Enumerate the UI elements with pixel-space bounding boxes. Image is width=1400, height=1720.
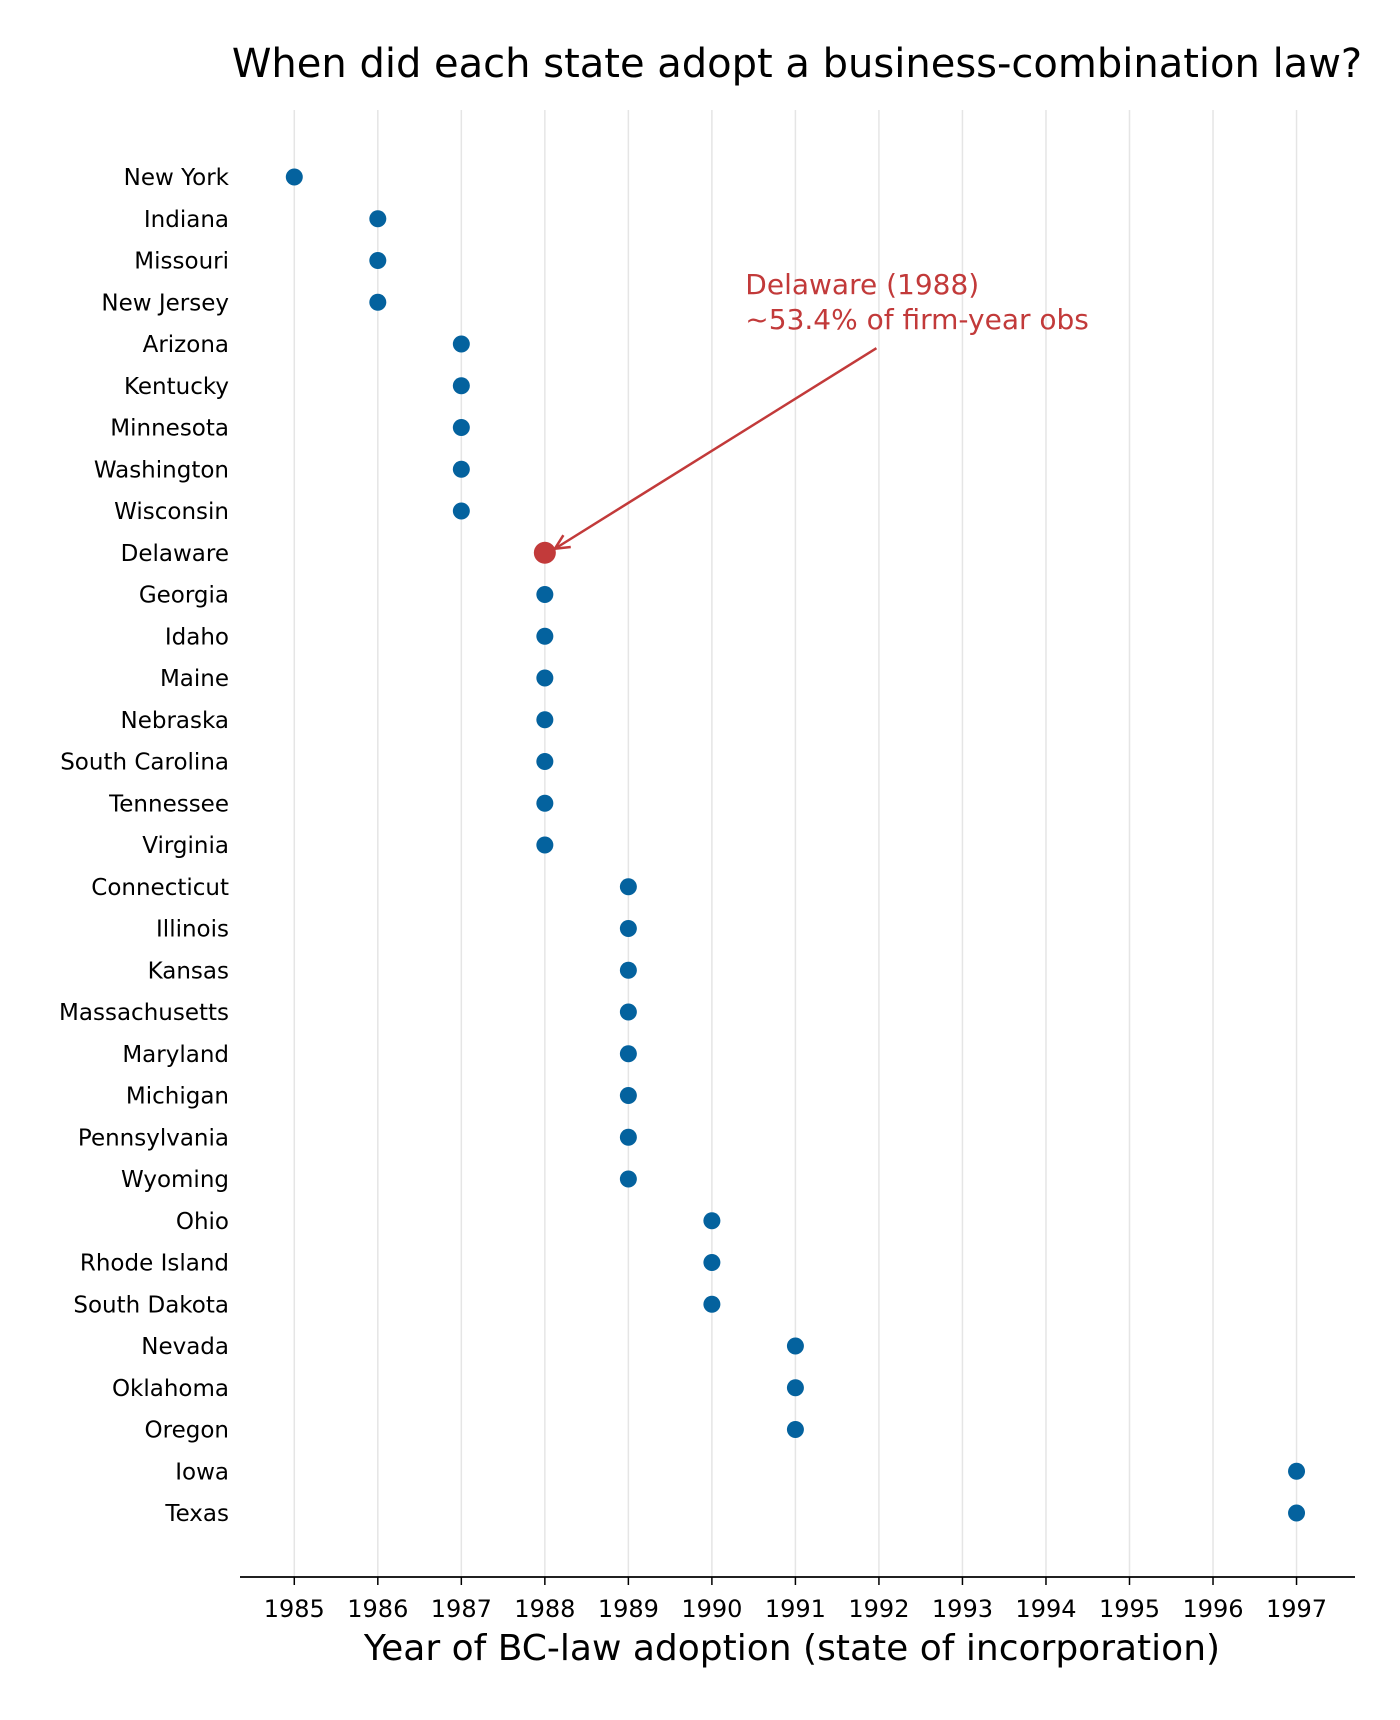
annotation-text: Delaware (1988) xyxy=(745,268,979,301)
gridlines xyxy=(293,110,1298,1577)
y-tick-label: Michigan xyxy=(126,1084,229,1110)
y-tick-label: South Dakota xyxy=(73,1292,229,1318)
y-tick-label: Missouri xyxy=(134,249,229,275)
y-tick-label: South Carolina xyxy=(60,750,229,776)
data-point xyxy=(786,1337,804,1355)
data-point xyxy=(1288,1504,1306,1522)
data-point xyxy=(536,586,554,603)
y-tick-label: Kentucky xyxy=(124,374,229,400)
data-point xyxy=(703,1295,721,1313)
y-tick-label: Wyoming xyxy=(121,1167,229,1193)
y-tick-label: Massachusetts xyxy=(59,1000,229,1026)
data-point xyxy=(452,377,470,395)
y-tick-label: New York xyxy=(124,165,230,191)
data-point xyxy=(619,1003,637,1021)
x-axis-label: Year of BC-law adoption (state of incorp… xyxy=(363,1628,1220,1669)
y-tick-label: Georgia xyxy=(139,583,229,609)
y-tick-label: Pennsylvania xyxy=(78,1125,229,1151)
y-tick-label: Oklahoma xyxy=(112,1376,229,1402)
data-point xyxy=(1288,1462,1306,1480)
data-point xyxy=(703,1212,721,1230)
data-point xyxy=(452,419,470,436)
x-tick-label-1996: 1996 xyxy=(1182,1595,1243,1623)
y-tick-label: Kansas xyxy=(148,958,229,984)
y-tick-label: Nebraska xyxy=(121,708,230,734)
data-point xyxy=(369,210,387,228)
y-tick-label: Iowa xyxy=(175,1459,229,1485)
y-tick-label: Minnesota xyxy=(110,416,229,442)
data-point xyxy=(536,836,554,854)
y-tick-label: Virginia xyxy=(142,833,229,859)
x-tick-label-1991: 1991 xyxy=(765,1595,826,1623)
y-tick-label: Texas xyxy=(164,1501,229,1527)
data-point xyxy=(536,627,554,645)
annotation-arrowhead xyxy=(552,534,571,551)
data-point xyxy=(619,961,637,979)
x-tick-label-1986: 1986 xyxy=(347,1595,408,1623)
chart-title: When did each state adopt a business-com… xyxy=(232,41,1362,87)
data-point xyxy=(619,1087,637,1104)
y-tick-label: Idaho xyxy=(165,624,229,650)
annotation: Delaware (1988)~53.4% of firm-year obs xyxy=(552,268,1089,551)
data-point xyxy=(619,920,637,937)
data-point xyxy=(619,878,637,896)
y-tick-label: Maine xyxy=(160,666,229,692)
x-tick-label-1989: 1989 xyxy=(598,1595,659,1623)
x-tick-label-1994: 1994 xyxy=(1015,1595,1076,1623)
x-tick-label-1995: 1995 xyxy=(1099,1595,1160,1623)
annotation-arrow xyxy=(554,347,878,550)
data-point xyxy=(285,168,303,186)
y-tick-label: Maryland xyxy=(122,1042,229,1068)
data-point xyxy=(369,252,387,269)
x-tick-label-1992: 1992 xyxy=(848,1595,909,1623)
y-tick-label: Delaware xyxy=(121,541,229,567)
x-tick-label-1987: 1987 xyxy=(431,1595,492,1623)
x-axis: 1985 1986 1987 1988 1989 1990 1991 1992 1993 1994… xyxy=(240,1576,1355,1623)
y-tick-label: Rhode Island xyxy=(80,1251,229,1277)
y-tick-label: Washington xyxy=(94,457,229,483)
x-tick-label-1988: 1988 xyxy=(514,1595,575,1623)
y-tick-label: Ohio xyxy=(176,1209,229,1235)
x-tick-label-1990: 1990 xyxy=(681,1595,742,1623)
y-tick-label: Illinois xyxy=(156,917,229,943)
data-point xyxy=(786,1421,804,1438)
x-tick-label-1993: 1993 xyxy=(932,1595,993,1623)
data-point xyxy=(619,1170,637,1188)
data-point xyxy=(452,502,470,520)
y-tick-label: Indiana xyxy=(144,207,229,233)
y-tick-label: Connecticut xyxy=(91,875,229,901)
data-point xyxy=(703,1254,721,1271)
data-point-highlight xyxy=(533,541,556,564)
data-point xyxy=(536,669,554,687)
data-points xyxy=(285,168,1306,1522)
y-tick-label: Oregon xyxy=(145,1418,229,1444)
y-tick-label: Nevada xyxy=(141,1334,229,1360)
data-point xyxy=(536,711,554,729)
data-point xyxy=(369,293,387,311)
x-tick-label-1997: 1997 xyxy=(1266,1595,1327,1623)
data-point xyxy=(452,460,470,478)
y-tick-label: Arizona xyxy=(143,332,229,358)
y-tick-label: Wisconsin xyxy=(114,499,229,525)
data-point xyxy=(619,1045,637,1063)
data-point xyxy=(786,1379,804,1397)
y-tick-labels: New York Indiana Missouri New Jersey Arizona… xyxy=(59,165,230,1527)
x-tick-label-1985: 1985 xyxy=(264,1595,325,1623)
y-tick-label: New Jersey xyxy=(101,290,229,316)
data-point xyxy=(536,794,554,812)
data-point xyxy=(536,753,554,770)
data-point xyxy=(619,1128,637,1146)
y-tick-label: Tennessee xyxy=(108,791,229,817)
annotation-text: ~53.4% of firm-year obs xyxy=(745,303,1089,336)
data-point xyxy=(452,335,470,353)
